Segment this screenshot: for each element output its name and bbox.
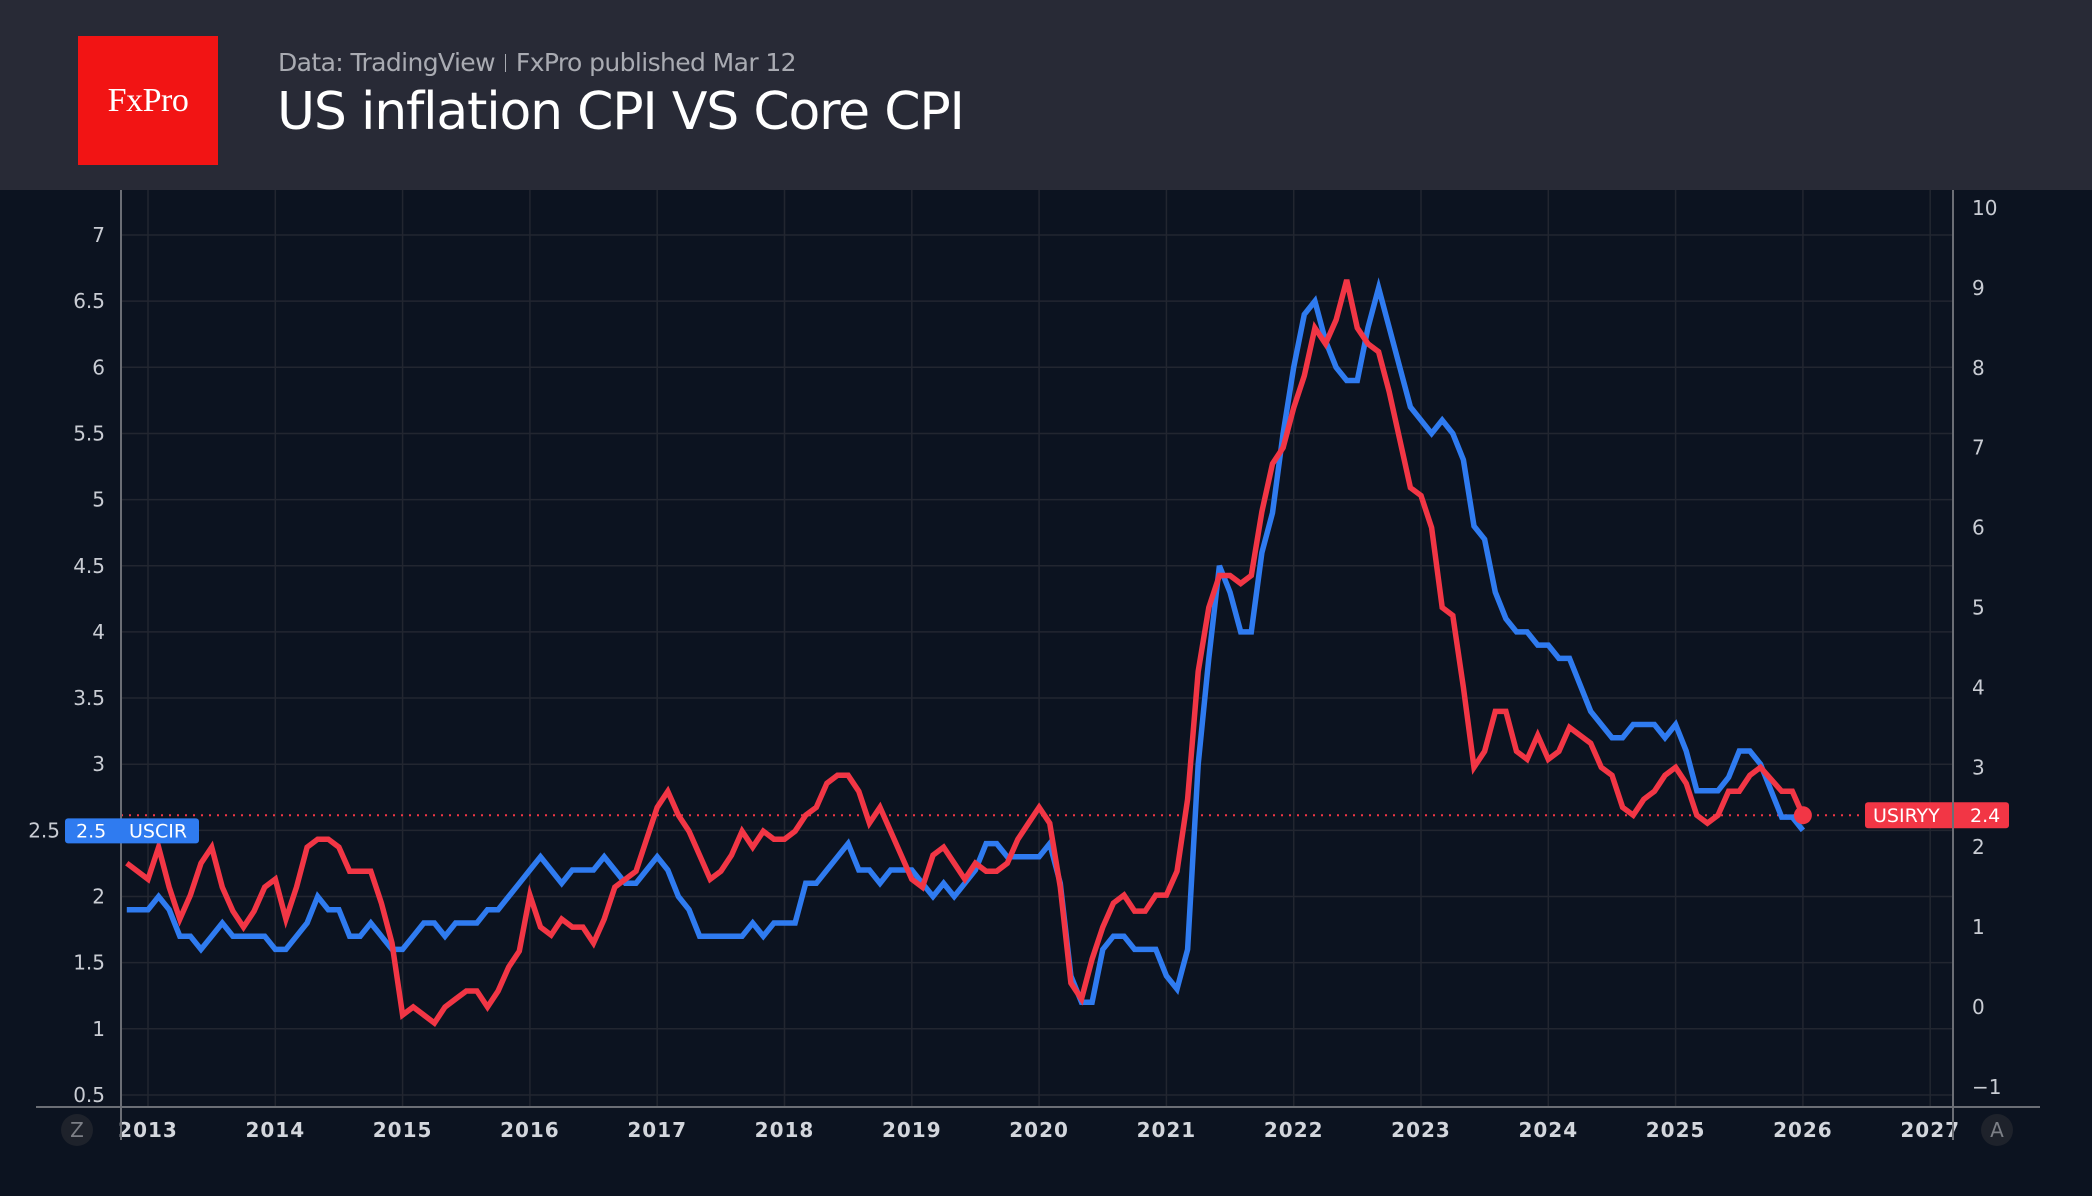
left-axis-tick: 0.5 — [73, 1083, 105, 1107]
logo-text: FxPro — [107, 81, 189, 119]
x-axis-tick: 2013 — [118, 1118, 178, 1142]
x-axis-tick: 2022 — [1264, 1118, 1324, 1142]
subtitle: Data: TradingView FxPro published Mar 12 — [278, 48, 797, 77]
usiryy-tag — [1865, 802, 2009, 829]
left-axis-tick: 3 — [92, 752, 105, 776]
left-axis-tick: 7 — [92, 223, 105, 247]
price-tags: 2.5 USCIR USIRYY 2.4 — [65, 802, 2009, 844]
right-axis-tick: −1 — [1972, 1075, 2001, 1099]
series-line-usiryy — [125, 279, 1806, 1027]
x-axis-tick: 2018 — [755, 1118, 815, 1142]
data-source: Data: TradingView — [278, 48, 496, 77]
x-axis-tick: 2023 — [1391, 1118, 1451, 1142]
x-axis-tick: 2019 — [882, 1118, 942, 1142]
x-axis-tick: 2017 — [627, 1118, 687, 1142]
grid — [121, 190, 1953, 1107]
fxpro-logo: FxPro — [78, 36, 218, 165]
last-point-marker — [1793, 806, 1812, 825]
uscir-tag — [65, 818, 199, 844]
x-axis-tick: 2021 — [1137, 1118, 1197, 1142]
x-axis-tick: 2016 — [500, 1118, 560, 1142]
zoom-reset-button-label[interactable]: Z — [70, 1118, 84, 1142]
left-axis-tick: 3.5 — [73, 686, 105, 710]
left-axis-tick: 1.5 — [73, 951, 105, 975]
uscir-name: USCIR — [129, 820, 187, 842]
x-axis-tick: 2015 — [373, 1118, 433, 1142]
right-axis-tick: 7 — [1972, 436, 1985, 460]
right-axis-tick: 10 — [1972, 196, 1997, 220]
right-axis-tick: 8 — [1972, 356, 1985, 380]
uscir-value: 2.5 — [76, 820, 106, 842]
chart-title: US inflation CPI VS Core CPI — [277, 82, 965, 142]
right-axis-tick: 6 — [1972, 516, 1985, 540]
x-axis-tick: 2026 — [1773, 1118, 1833, 1142]
x-axis-tick: 2014 — [245, 1118, 305, 1142]
left-axis-tick: 5 — [92, 488, 105, 512]
right-axis-tick: 1 — [1972, 915, 1985, 939]
left-axis-tick: 5.5 — [73, 421, 105, 445]
x-axis-tick: 2024 — [1518, 1118, 1578, 1142]
auto-scale-button-label[interactable]: A — [1990, 1118, 2004, 1142]
left-axis-tick: 6 — [92, 355, 105, 379]
zoom-reset-button[interactable] — [61, 1114, 93, 1146]
x-axis-tick: 2025 — [1646, 1118, 1706, 1142]
x-axis-tick: 2027 — [1900, 1118, 1960, 1142]
axes: 0.5 1 1.5 2 2.5 3 3.5 4 4.5 5 5.5 6 6.5 7 −1 0 1 2 3 4 5 6 7 8 9… — [28, 190, 2040, 1146]
usiryy-name: USIRYY — [1873, 805, 1940, 827]
right-axis-tick: 9 — [1972, 276, 1985, 300]
left-axis-tick: 1 — [92, 1017, 105, 1041]
separator — [504, 54, 506, 72]
right-axis-tick: 0 — [1972, 995, 1985, 1019]
x-axis-tick: 2020 — [1009, 1118, 1069, 1142]
auto-scale-button[interactable] — [1981, 1114, 2013, 1146]
left-axis-tick: 4.5 — [73, 554, 105, 578]
series-line-uscir — [126, 277, 1806, 1006]
left-axis-tick: 2.5 — [28, 818, 60, 842]
left-axis-tick: 2 — [92, 885, 105, 909]
left-axis-tick: 4 — [92, 620, 105, 644]
series-lines — [125, 277, 1812, 1027]
right-axis-tick: 5 — [1972, 596, 1985, 620]
right-axis-tick: 2 — [1972, 835, 1985, 859]
right-axis-tick: 4 — [1972, 675, 1985, 699]
left-axis-tick: 6.5 — [73, 289, 105, 313]
usiryy-value: 2.4 — [1970, 805, 2000, 827]
right-axis-tick: 3 — [1972, 755, 1985, 779]
header: FxPro Data: TradingView FxPro published M… — [0, 0, 2092, 190]
publisher: FxPro published Mar 12 — [515, 48, 797, 77]
